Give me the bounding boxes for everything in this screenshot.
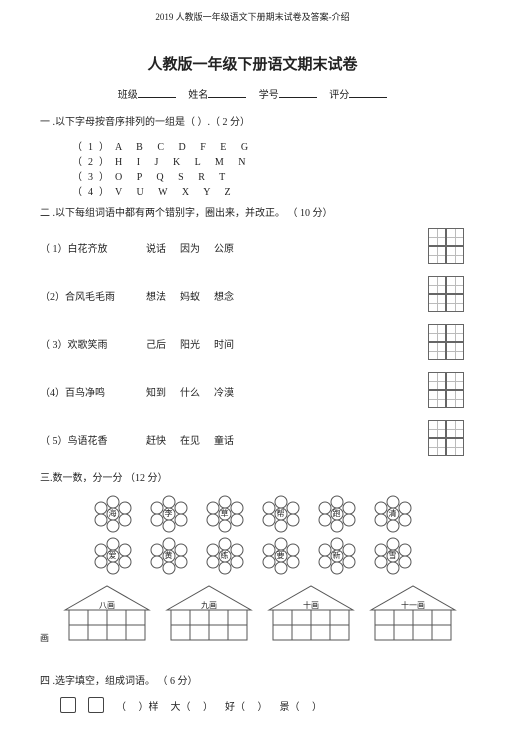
q2-lead: （2）合风毛毛雨 — [40, 288, 132, 303]
tian-grid — [429, 277, 465, 313]
choice-box-icon — [88, 697, 104, 713]
q2-word: 什么 — [180, 384, 200, 399]
svg-text:十画: 十画 — [303, 600, 319, 610]
flower-label: 海 — [90, 508, 136, 519]
doc-header: 2019 人教版一年级语文下册期末试卷及答案-介绍 — [40, 10, 465, 23]
q4-line: （ ）样 大（ ） 好（ ） 景（ ） — [60, 697, 465, 713]
tian-grid — [429, 373, 465, 409]
q2-word: 知到 — [146, 384, 166, 399]
q4-stem: 四 .选字填空，组成词语。 （ 6 分） — [40, 672, 465, 691]
info-line: 班级 姓名 学号 评分 — [40, 86, 465, 101]
q2-stem: 二 .以下每组词语中都有两个错别字，圈出来，并改正。 （ 10 分） — [40, 204, 465, 223]
q4-item-2: 大（ ） — [171, 698, 214, 713]
flower-label: 练 — [202, 550, 248, 561]
flower-label: 黄 — [146, 550, 192, 561]
house-icon: 十一画 — [367, 582, 459, 644]
q3-stem: 三.数一数，分一分 （12 分） — [40, 469, 465, 488]
q2-word: 想念 — [214, 288, 234, 303]
houses-row: 画 八画 九画 十画 — [40, 582, 465, 644]
q2-row: （2）合风毛毛雨想法妈蚁想念 — [40, 277, 465, 313]
q2-lead: （ 3）欢歌笑雨 — [40, 336, 132, 351]
q2-row: （ 5）鸟语花香赶快在见童话 — [40, 421, 465, 457]
flower-label: 雪 — [370, 550, 416, 561]
label-score: 评分 — [329, 90, 349, 101]
flowers-row-2: 爱 黄 练 要 — [40, 536, 465, 576]
q2-word: 阳光 — [180, 336, 200, 351]
flower-icon: 练 — [202, 536, 248, 576]
flower-icon: 帮 — [258, 494, 304, 534]
flower-icon: 跑 — [314, 494, 360, 534]
house-left-label: 画 — [40, 631, 49, 644]
flower-label: 新 — [314, 550, 360, 561]
flower-icon: 清 — [370, 494, 416, 534]
q2-word: 在见 — [180, 432, 200, 447]
flower-label: 李 — [146, 508, 192, 519]
q2-lead: （ 5）鸟语花香 — [40, 432, 132, 447]
flower-label: 爱 — [90, 550, 136, 561]
q2-word: 赶快 — [146, 432, 166, 447]
flower-label: 清 — [370, 508, 416, 519]
flower-icon: 要 — [258, 536, 304, 576]
q4-item-1: （ ）样 — [116, 698, 159, 713]
q2-word: 时间 — [214, 336, 234, 351]
q2-word: 己后 — [146, 336, 166, 351]
q2-lead: （4）百鸟净鸣 — [40, 384, 132, 399]
flower-label: 帮 — [258, 508, 304, 519]
q1-opt-2: （2）H I J K L M N — [72, 153, 465, 168]
q2-word: 因为 — [180, 240, 200, 255]
svg-text:十一画: 十一画 — [401, 600, 425, 610]
q2-word: 冷漠 — [214, 384, 234, 399]
svg-text:八画: 八画 — [99, 601, 115, 610]
choice-box-icon — [60, 697, 76, 713]
q1-opt-3: （3）O P Q S R T — [72, 168, 465, 183]
label-id: 学号 — [259, 90, 279, 101]
flower-icon: 李 — [146, 494, 192, 534]
flower-icon: 雪 — [370, 536, 416, 576]
flower-label: 要 — [258, 550, 304, 561]
flower-icon: 草 — [202, 494, 248, 534]
flower-icon: 黄 — [146, 536, 192, 576]
label-name: 姓名 — [188, 90, 208, 101]
flower-icon: 爱 — [90, 536, 136, 576]
flowers-row-1: 海 李 草 帮 — [40, 494, 465, 534]
flower-label: 跑 — [314, 508, 360, 519]
house-icon: 八画 — [61, 582, 153, 644]
q2-row: （4）百鸟净鸣知到什么冷漠 — [40, 373, 465, 409]
house-icon: 十画 — [265, 582, 357, 644]
house-icon: 九画 — [163, 582, 255, 644]
q2-word: 童话 — [214, 432, 234, 447]
q4-item-4: 景（ ） — [280, 698, 323, 713]
flower-icon: 新 — [314, 536, 360, 576]
tian-grid — [429, 421, 465, 457]
q4-item-3: 好（ ） — [225, 698, 268, 713]
q1-stem: 一 .以下字母按音序排列的一组是（ ）.（ 2 分） — [40, 113, 465, 132]
q2-lead: （ 1）白花齐放 — [40, 240, 132, 255]
flower-icon: 海 — [90, 494, 136, 534]
q2-row: （ 3）欢歌笑雨己后阳光时间 — [40, 325, 465, 361]
q1-opt-1: （1）A B C D F E G — [72, 138, 465, 153]
q2-word: 说话 — [146, 240, 166, 255]
flower-label: 草 — [202, 508, 248, 519]
q1-opt-4: （4）V U W X Y Z — [72, 183, 465, 198]
q2-word: 妈蚁 — [180, 288, 200, 303]
label-class: 班级 — [118, 90, 138, 101]
tian-grid — [429, 229, 465, 265]
page-title: 人教版一年级下册语文期末试卷 — [40, 53, 465, 74]
q2-row: （ 1）白花齐放说话因为公原 — [40, 229, 465, 265]
q2-word: 想法 — [146, 288, 166, 303]
svg-text:九画: 九画 — [201, 601, 217, 610]
tian-grid — [429, 325, 465, 361]
q2-word: 公原 — [214, 240, 234, 255]
